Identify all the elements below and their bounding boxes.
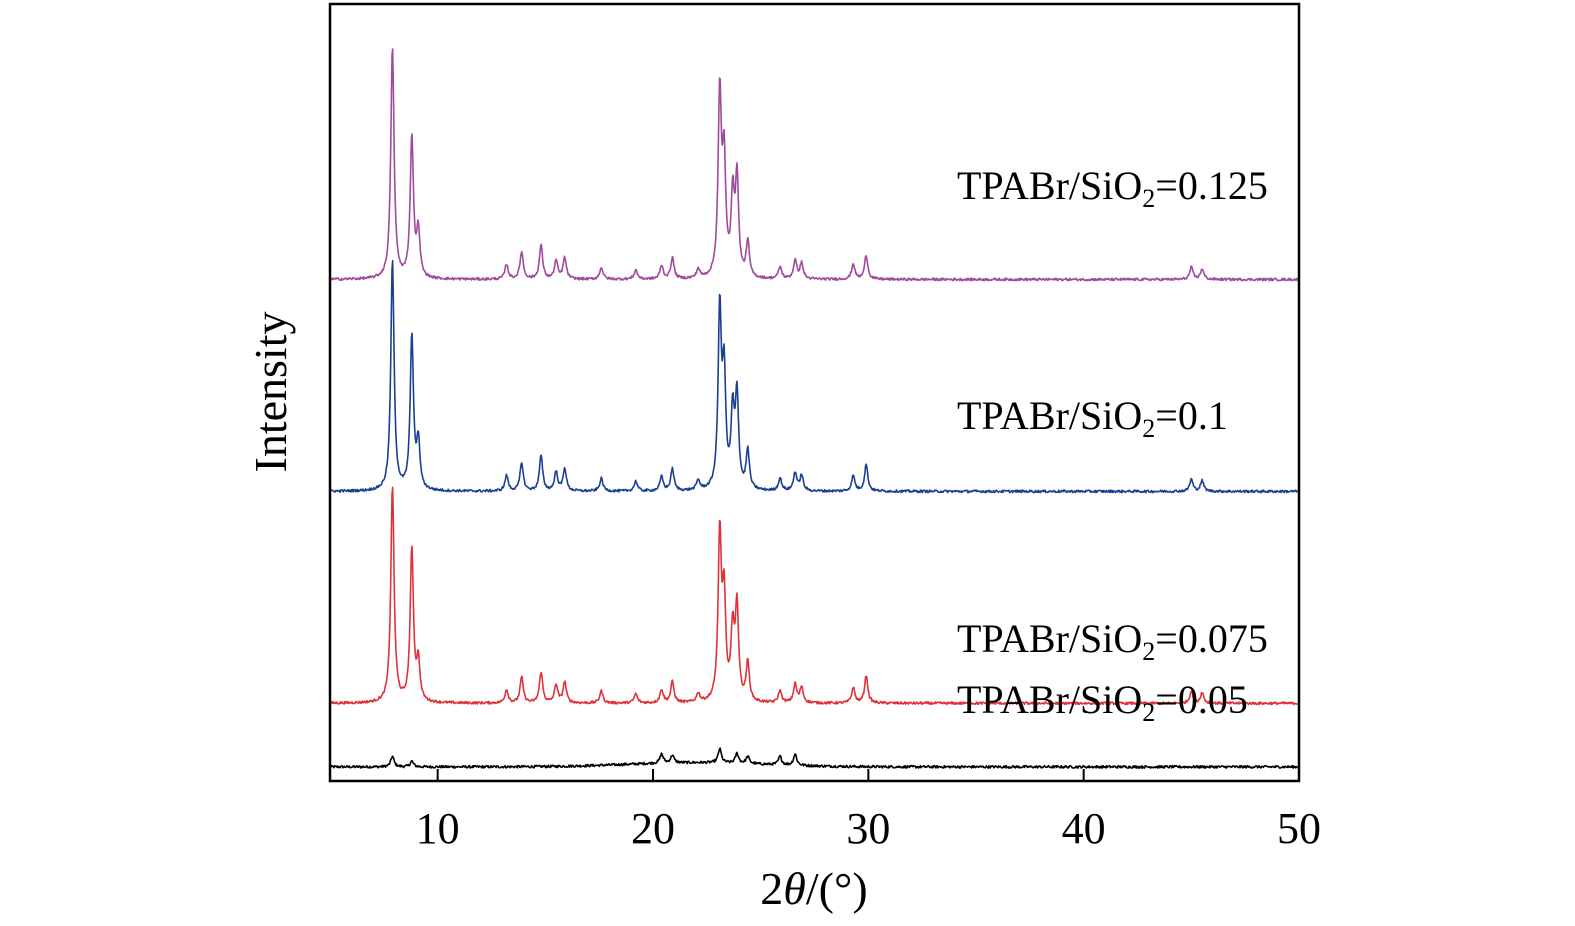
x-axis-title: 2θ/(°) [760,863,867,914]
series-line-1 [329,486,1300,706]
series-label-0: TPABr/SiO2=0.05 [957,677,1248,727]
series-line-0 [329,747,1300,769]
y-axis-title: Intensity [245,312,296,473]
series-layer [329,48,1300,769]
x-tick-label: 40 [1062,804,1106,853]
series-line-2 [329,259,1300,494]
x-axis-title-suffix: /(°) [806,863,868,914]
x-tick-label: 30 [846,804,890,853]
series-label-1: TPABr/SiO2=0.075 [957,616,1268,666]
series-label-2: TPABr/SiO2=0.1 [957,393,1228,443]
x-axis-title-theta: θ [783,863,806,914]
x-tick-label: 50 [1277,804,1321,853]
x-tick-label: 20 [631,804,675,853]
x-axis: 10 20 30 40 50 [416,769,1321,853]
series-labels: TPABr/SiO2=0.05 TPABr/SiO2=0.075 TPABr/SiO… [957,163,1268,727]
series-label-3: TPABr/SiO2=0.125 [957,163,1268,213]
x-axis-title-prefix: 2 [760,863,783,914]
plot-frame [328,2,1301,783]
series-line-3 [329,48,1300,282]
x-tick-label: 10 [416,804,460,853]
